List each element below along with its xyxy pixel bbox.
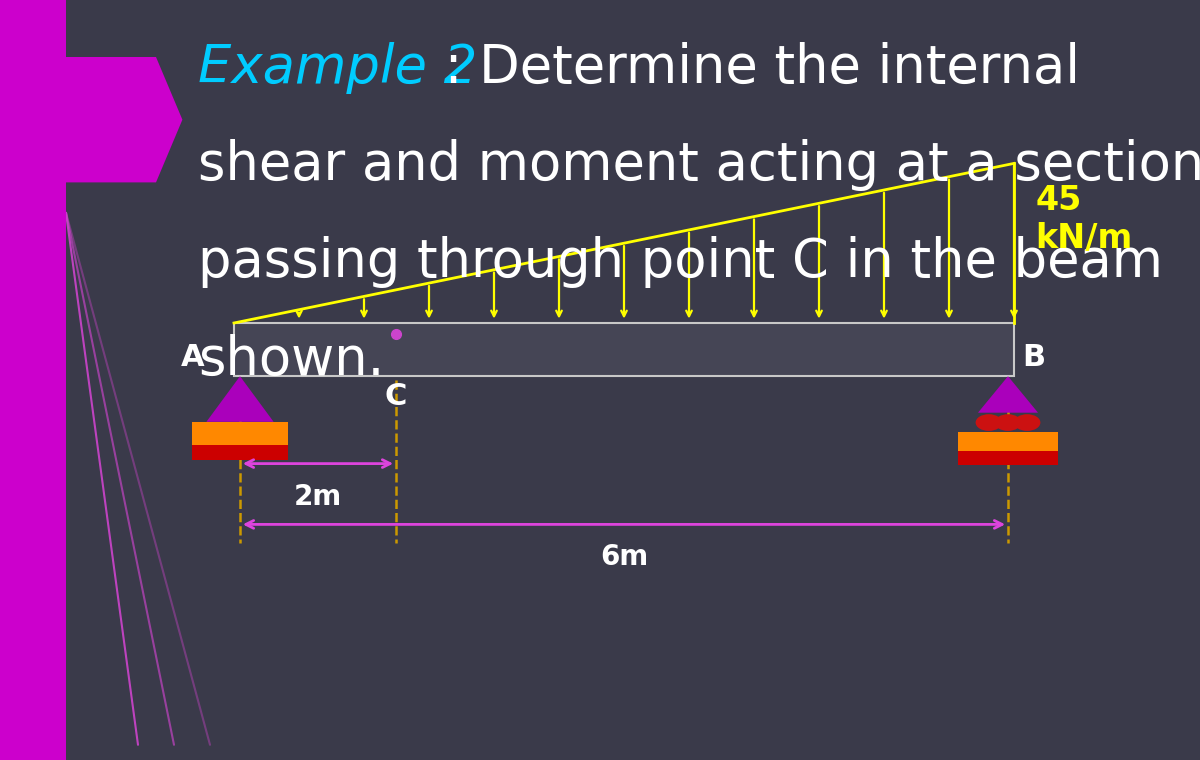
Text: : Determine the internal: : Determine the internal xyxy=(428,42,1080,93)
Circle shape xyxy=(995,414,1021,431)
Polygon shape xyxy=(978,376,1038,413)
Text: B: B xyxy=(1022,344,1045,372)
Polygon shape xyxy=(192,422,288,445)
Text: shown.: shown. xyxy=(198,334,384,385)
Text: shear and moment acting at a section: shear and moment acting at a section xyxy=(198,139,1200,191)
Text: A: A xyxy=(180,344,204,372)
Polygon shape xyxy=(0,0,66,760)
Text: passing through point C in the beam: passing through point C in the beam xyxy=(198,236,1163,288)
Polygon shape xyxy=(958,432,1058,451)
Circle shape xyxy=(976,414,1002,431)
Polygon shape xyxy=(234,323,1014,376)
Text: 6m: 6m xyxy=(600,543,648,572)
Text: C: C xyxy=(385,382,407,411)
Polygon shape xyxy=(206,376,274,422)
Polygon shape xyxy=(192,445,288,460)
Text: Example 2: Example 2 xyxy=(198,42,478,93)
Polygon shape xyxy=(958,451,1058,465)
Text: 45
kN/m: 45 kN/m xyxy=(1036,184,1133,255)
Circle shape xyxy=(1014,414,1040,431)
Polygon shape xyxy=(66,57,182,182)
Text: 2m: 2m xyxy=(294,483,342,511)
